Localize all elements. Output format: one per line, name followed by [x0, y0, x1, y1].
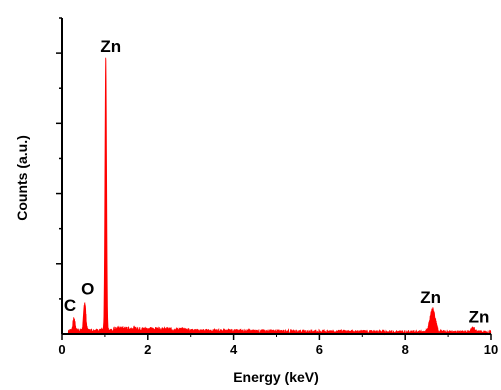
peak-label-zn: Zn: [100, 37, 121, 56]
peak-label-zn: Zn: [420, 288, 441, 307]
x-tick-label: 10: [484, 342, 498, 357]
spectrum-series: [62, 57, 492, 336]
peak-labels: CO Zn Zn Zn: [64, 37, 490, 326]
x-tick-label: 0: [58, 342, 65, 357]
x-axis-title: Energy (keV): [233, 369, 319, 385]
peak-label-c: C: [64, 296, 76, 315]
peak-label-zn: Zn: [469, 307, 490, 326]
x-axis-ticks: 0 2 4 6 8 10: [58, 334, 498, 357]
x-tick-label: 2: [144, 342, 151, 357]
axes: 0 2 4 6 8 10: [56, 17, 498, 357]
peak-label-o: O: [81, 279, 94, 298]
x-tick-label: 6: [316, 342, 323, 357]
y-axis-ticks: [56, 17, 62, 300]
x-tick-label: 4: [230, 342, 238, 357]
x-tick-label: 8: [402, 342, 409, 357]
y-axis-title: Counts (a.u.): [14, 135, 30, 221]
plot-area: [62, 57, 492, 336]
